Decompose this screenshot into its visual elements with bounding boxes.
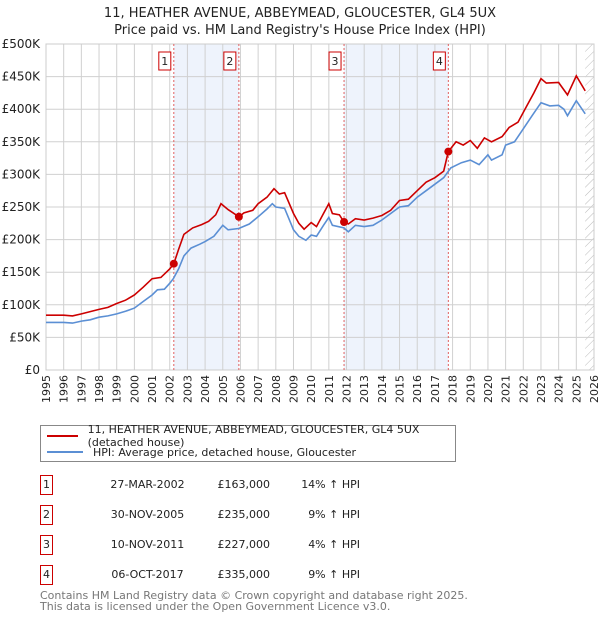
x-tick-label: 2010 [305, 375, 318, 403]
x-tick-label: 2001 [146, 375, 159, 403]
x-tick-label: 2007 [252, 375, 265, 403]
y-tick-label: £350K [2, 135, 42, 149]
legend: 11, HEATHER AVENUE, ABBEYMEAD, GLOUCESTE… [40, 423, 456, 462]
y-tick-label: £150K [2, 265, 42, 279]
sale-date: 27-MAR-2002 [110, 478, 185, 491]
x-tick-label: 2003 [181, 375, 194, 403]
sale-row: 4 06-OCT-2017 £335,000 9% ↑ HPI [40, 565, 440, 585]
sale-number: 2 [40, 505, 53, 525]
x-tick-label: 2017 [429, 375, 442, 403]
x-tick-label: 2025 [570, 375, 583, 403]
x-tick-label: 2009 [287, 375, 300, 403]
legend-swatch-red [47, 435, 78, 437]
sale-row: 2 30-NOV-2005 £235,000 9% ↑ HPI [40, 505, 440, 525]
sale-point [169, 259, 178, 268]
x-tick-label: 2012 [341, 375, 354, 403]
y-tick-label: £200K [2, 233, 42, 247]
sale-number: 4 [40, 565, 53, 585]
plot-border [45, 43, 595, 371]
sale-hpi-change: 9% ↑ HPI [308, 508, 360, 521]
y-tick-label: £300K [2, 167, 42, 181]
sale-number: 3 [40, 535, 53, 555]
sale-hpi-change: 4% ↑ HPI [308, 538, 360, 551]
sale-label: 2 [226, 55, 233, 68]
x-tick-label: 2000 [128, 375, 141, 403]
sale-price: £335,000 [217, 568, 271, 581]
sale-label: 1 [161, 55, 168, 68]
y-tick-label: £250K [2, 200, 42, 214]
x-tick-label: 2024 [553, 375, 566, 403]
chart-subtitle: Price paid vs. HM Land Registry's House … [114, 23, 486, 38]
legend-swatch-blue [47, 451, 83, 453]
sale-price: £163,000 [217, 478, 271, 491]
sale-point [340, 217, 349, 226]
y-tick-label: £400K [2, 102, 42, 116]
y-tick-label: £500K [2, 37, 42, 51]
hpi-line [46, 99, 586, 324]
sale-number: 1 [40, 475, 53, 495]
x-tick-label: 1997 [75, 375, 88, 403]
legend-item-hpi: HPI: Average price, detached house, Glou… [47, 445, 356, 459]
sale-hpi-change: 14% ↑ HPI [301, 478, 360, 491]
x-tick-label: 1996 [58, 375, 71, 403]
x-tick-label: 2023 [535, 375, 548, 403]
y-tick-label: £100K [2, 298, 42, 312]
y-tick-label: £50K [9, 330, 41, 344]
sale-label: 4 [436, 55, 443, 68]
x-tick-label: 1998 [93, 375, 106, 403]
x-tick-label: 2006 [234, 375, 247, 403]
y-tick-label: £450K [2, 70, 42, 84]
sale-label: 3 [332, 55, 339, 68]
x-tick-label: 2018 [447, 375, 460, 403]
x-tick-label: 2011 [323, 375, 336, 403]
sale-hpi-change: 9% ↑ HPI [308, 568, 360, 581]
sale-label-box [223, 51, 237, 71]
sale-point [444, 147, 453, 156]
footer-copyright: Contains HM Land Registry data © Crown c… [40, 589, 468, 602]
footer-licence: This data is licensed under the Open Gov… [40, 600, 391, 613]
x-tick-label: 2016 [411, 375, 424, 403]
x-tick-label: 2004 [199, 375, 212, 403]
sale-row: 1 27-MAR-2002 £163,000 14% ↑ HPI [40, 475, 440, 495]
sale-date: 06-OCT-2017 [111, 568, 184, 581]
x-tick-label: 2002 [164, 375, 177, 403]
x-tick-label: 2015 [394, 375, 407, 403]
sale-row: 3 10-NOV-2011 £227,000 4% ↑ HPI [40, 535, 440, 555]
y-tick-label: £0 [25, 363, 40, 377]
x-tick-label: 1995 [40, 375, 53, 403]
sale-point [234, 212, 243, 221]
sale-label-box [158, 51, 172, 71]
plot-area: 1995 1996 1997 1998 1999 2000 2001 2002 2003 2004… [2, 37, 600, 403]
sale-label-box [432, 51, 446, 71]
price-paid-line [46, 74, 586, 317]
legend-label: HPI: Average price, detached house, Glou… [93, 445, 357, 459]
chart-title: 11, HEATHER AVENUE, ABBEYMEAD, GLOUCESTE… [103, 6, 497, 21]
x-tick-label: 2014 [376, 375, 389, 403]
x-tick-label: 2026 [588, 375, 600, 403]
x-tick-label: 1999 [111, 375, 124, 403]
x-tick-label: 2005 [217, 375, 230, 403]
sale-price: £227,000 [217, 538, 271, 551]
x-tick-label: 2013 [358, 375, 371, 403]
sale-date: 30-NOV-2005 [110, 508, 185, 521]
x-tick-label: 2021 [500, 375, 513, 403]
x-tick-label: 2008 [270, 375, 283, 403]
x-tick-label: 2019 [464, 375, 477, 403]
x-tick-label: 2022 [517, 375, 530, 403]
sale-price: £235,000 [217, 508, 271, 521]
legend-label: 11, HEATHER AVENUE, ABBEYMEAD, GLOUCESTE… [87, 423, 420, 449]
legend-item-property: 11, HEATHER AVENUE, ABBEYMEAD, GLOUCESTE… [47, 423, 455, 449]
sale-label-box [328, 51, 342, 71]
x-tick-label: 2020 [482, 375, 495, 403]
sale-date: 10-NOV-2011 [110, 538, 185, 551]
